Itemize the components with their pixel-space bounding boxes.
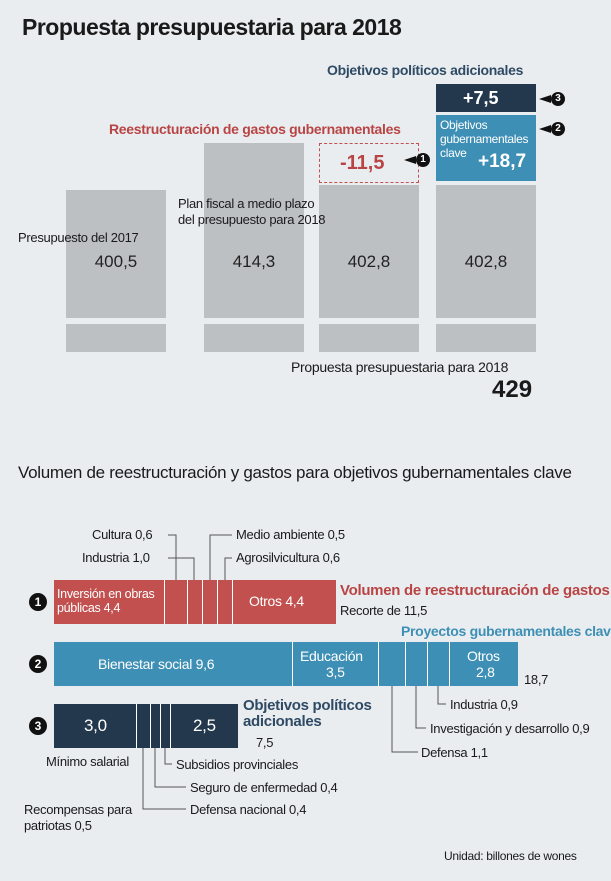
- key-goals-value: +18,7: [478, 151, 527, 172]
- row1-industria: Industria 1,0: [82, 550, 150, 565]
- row1-inversion-2: públicas 4,4: [57, 601, 121, 615]
- cut-value: -11,5: [340, 152, 385, 174]
- row1-name: Volumen de reestructuración de gastos: [340, 582, 610, 599]
- row3-marker: 3: [29, 717, 47, 735]
- row2-marker: 2: [29, 655, 47, 673]
- row3-subs-value: 2,5: [193, 716, 216, 735]
- row2-bar: [54, 642, 518, 686]
- key-goals-label-3: clave: [440, 146, 467, 160]
- row3-name-2: adicionales: [243, 713, 322, 730]
- section-title: Volumen de reestructuración y gastos par…: [18, 463, 572, 482]
- row3-seguro: Seguro de enfermedad 0,4: [190, 780, 338, 795]
- marker-1: 1: [416, 153, 430, 167]
- row3-total: 7,5: [256, 735, 274, 750]
- row3-subsidios: Subsidios provinciales: [176, 757, 299, 772]
- value-2017: 400,5: [94, 252, 138, 271]
- bar-prop: [436, 185, 536, 318]
- unit-note: Unidad: billones de wones: [444, 849, 577, 863]
- row3-name-1: Objetivos políticos: [243, 697, 372, 714]
- value-prop: 402,8: [464, 252, 508, 271]
- row3-min-value: 3,0: [84, 716, 107, 735]
- bar-2017-base: [66, 324, 166, 352]
- bar-plan-base: [204, 324, 304, 352]
- row2-otros-1: Otros: [467, 648, 500, 664]
- marker-3: 3: [551, 92, 565, 106]
- row2-name: Proyectos gubernamentales clave: [401, 623, 611, 639]
- bar-additional-goals: [436, 84, 536, 112]
- key-goals-label-1: Objetivos: [440, 118, 488, 132]
- bar-reest: [319, 185, 419, 318]
- row2-industria: Industria 0,9: [450, 697, 518, 712]
- row2-educ-1: Educación: [300, 648, 363, 664]
- row3-defensa: Defensa nacional 0,4: [190, 802, 307, 817]
- bar-plan: [204, 143, 304, 318]
- label-2017: Presupuesto del 2017: [18, 230, 139, 245]
- label-plan-2: del presupuesto para 2018: [178, 212, 326, 227]
- label-prop-2018: Propuesta presupuestaria para 2018: [291, 359, 509, 375]
- additional-goals-value: +7,5: [463, 88, 499, 108]
- row1-medio: Medio ambiente 0,5: [236, 527, 345, 542]
- row3-recomp-1: Recompensas para: [24, 802, 132, 817]
- bar-2017: [66, 190, 166, 318]
- row1-total: Recorte de 11,5: [340, 603, 428, 618]
- row2-bienestar: Bienestar social 9,6: [98, 656, 215, 672]
- key-goals-label-2: gubernamentales: [440, 132, 529, 146]
- value-reest: 402,8: [347, 252, 391, 271]
- row3-minimo: Mínimo salarial: [46, 754, 129, 769]
- total-2018: 429: [492, 376, 533, 403]
- bar-reest-base: [319, 324, 419, 352]
- label-plan-1: Plan fiscal a medio plazo: [178, 196, 315, 211]
- row1-cultura: Cultura 0,6: [92, 527, 153, 542]
- row2-educ-2: 3,5: [326, 664, 345, 680]
- row1-marker: 1: [29, 593, 47, 611]
- value-plan: 414,3: [232, 252, 276, 271]
- row2-total: 18,7: [524, 672, 549, 687]
- row1-agro: Agrosilvicultura 0,6: [236, 550, 340, 565]
- row3-recomp-2: patriotas 0,5: [24, 818, 92, 833]
- page-title: Propuesta presupuestaria para 2018: [22, 14, 402, 40]
- bar-prop-base: [436, 324, 536, 352]
- marker-2: 2: [551, 122, 565, 136]
- row2-invest: Investigación y desarrollo 0,9: [430, 721, 590, 736]
- row1-otros: Otros 4,4: [249, 593, 304, 609]
- bar-key-goals: [436, 115, 536, 181]
- row1-bar: [54, 580, 336, 624]
- label-obj-pol: Objetivos políticos adicionales: [327, 62, 524, 78]
- row2-defensa: Defensa 1,1: [421, 745, 488, 760]
- label-reest: Reestructuración de gastos gubernamental…: [109, 121, 401, 137]
- row3-bar: [54, 704, 238, 748]
- row2-otros-2: 2,8: [476, 664, 495, 680]
- row1-inversion-1: Inversión en obras: [57, 587, 155, 601]
